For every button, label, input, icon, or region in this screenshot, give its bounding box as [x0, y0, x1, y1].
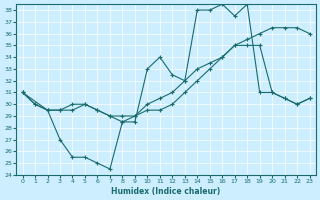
X-axis label: Humidex (Indice chaleur): Humidex (Indice chaleur) — [111, 187, 221, 196]
